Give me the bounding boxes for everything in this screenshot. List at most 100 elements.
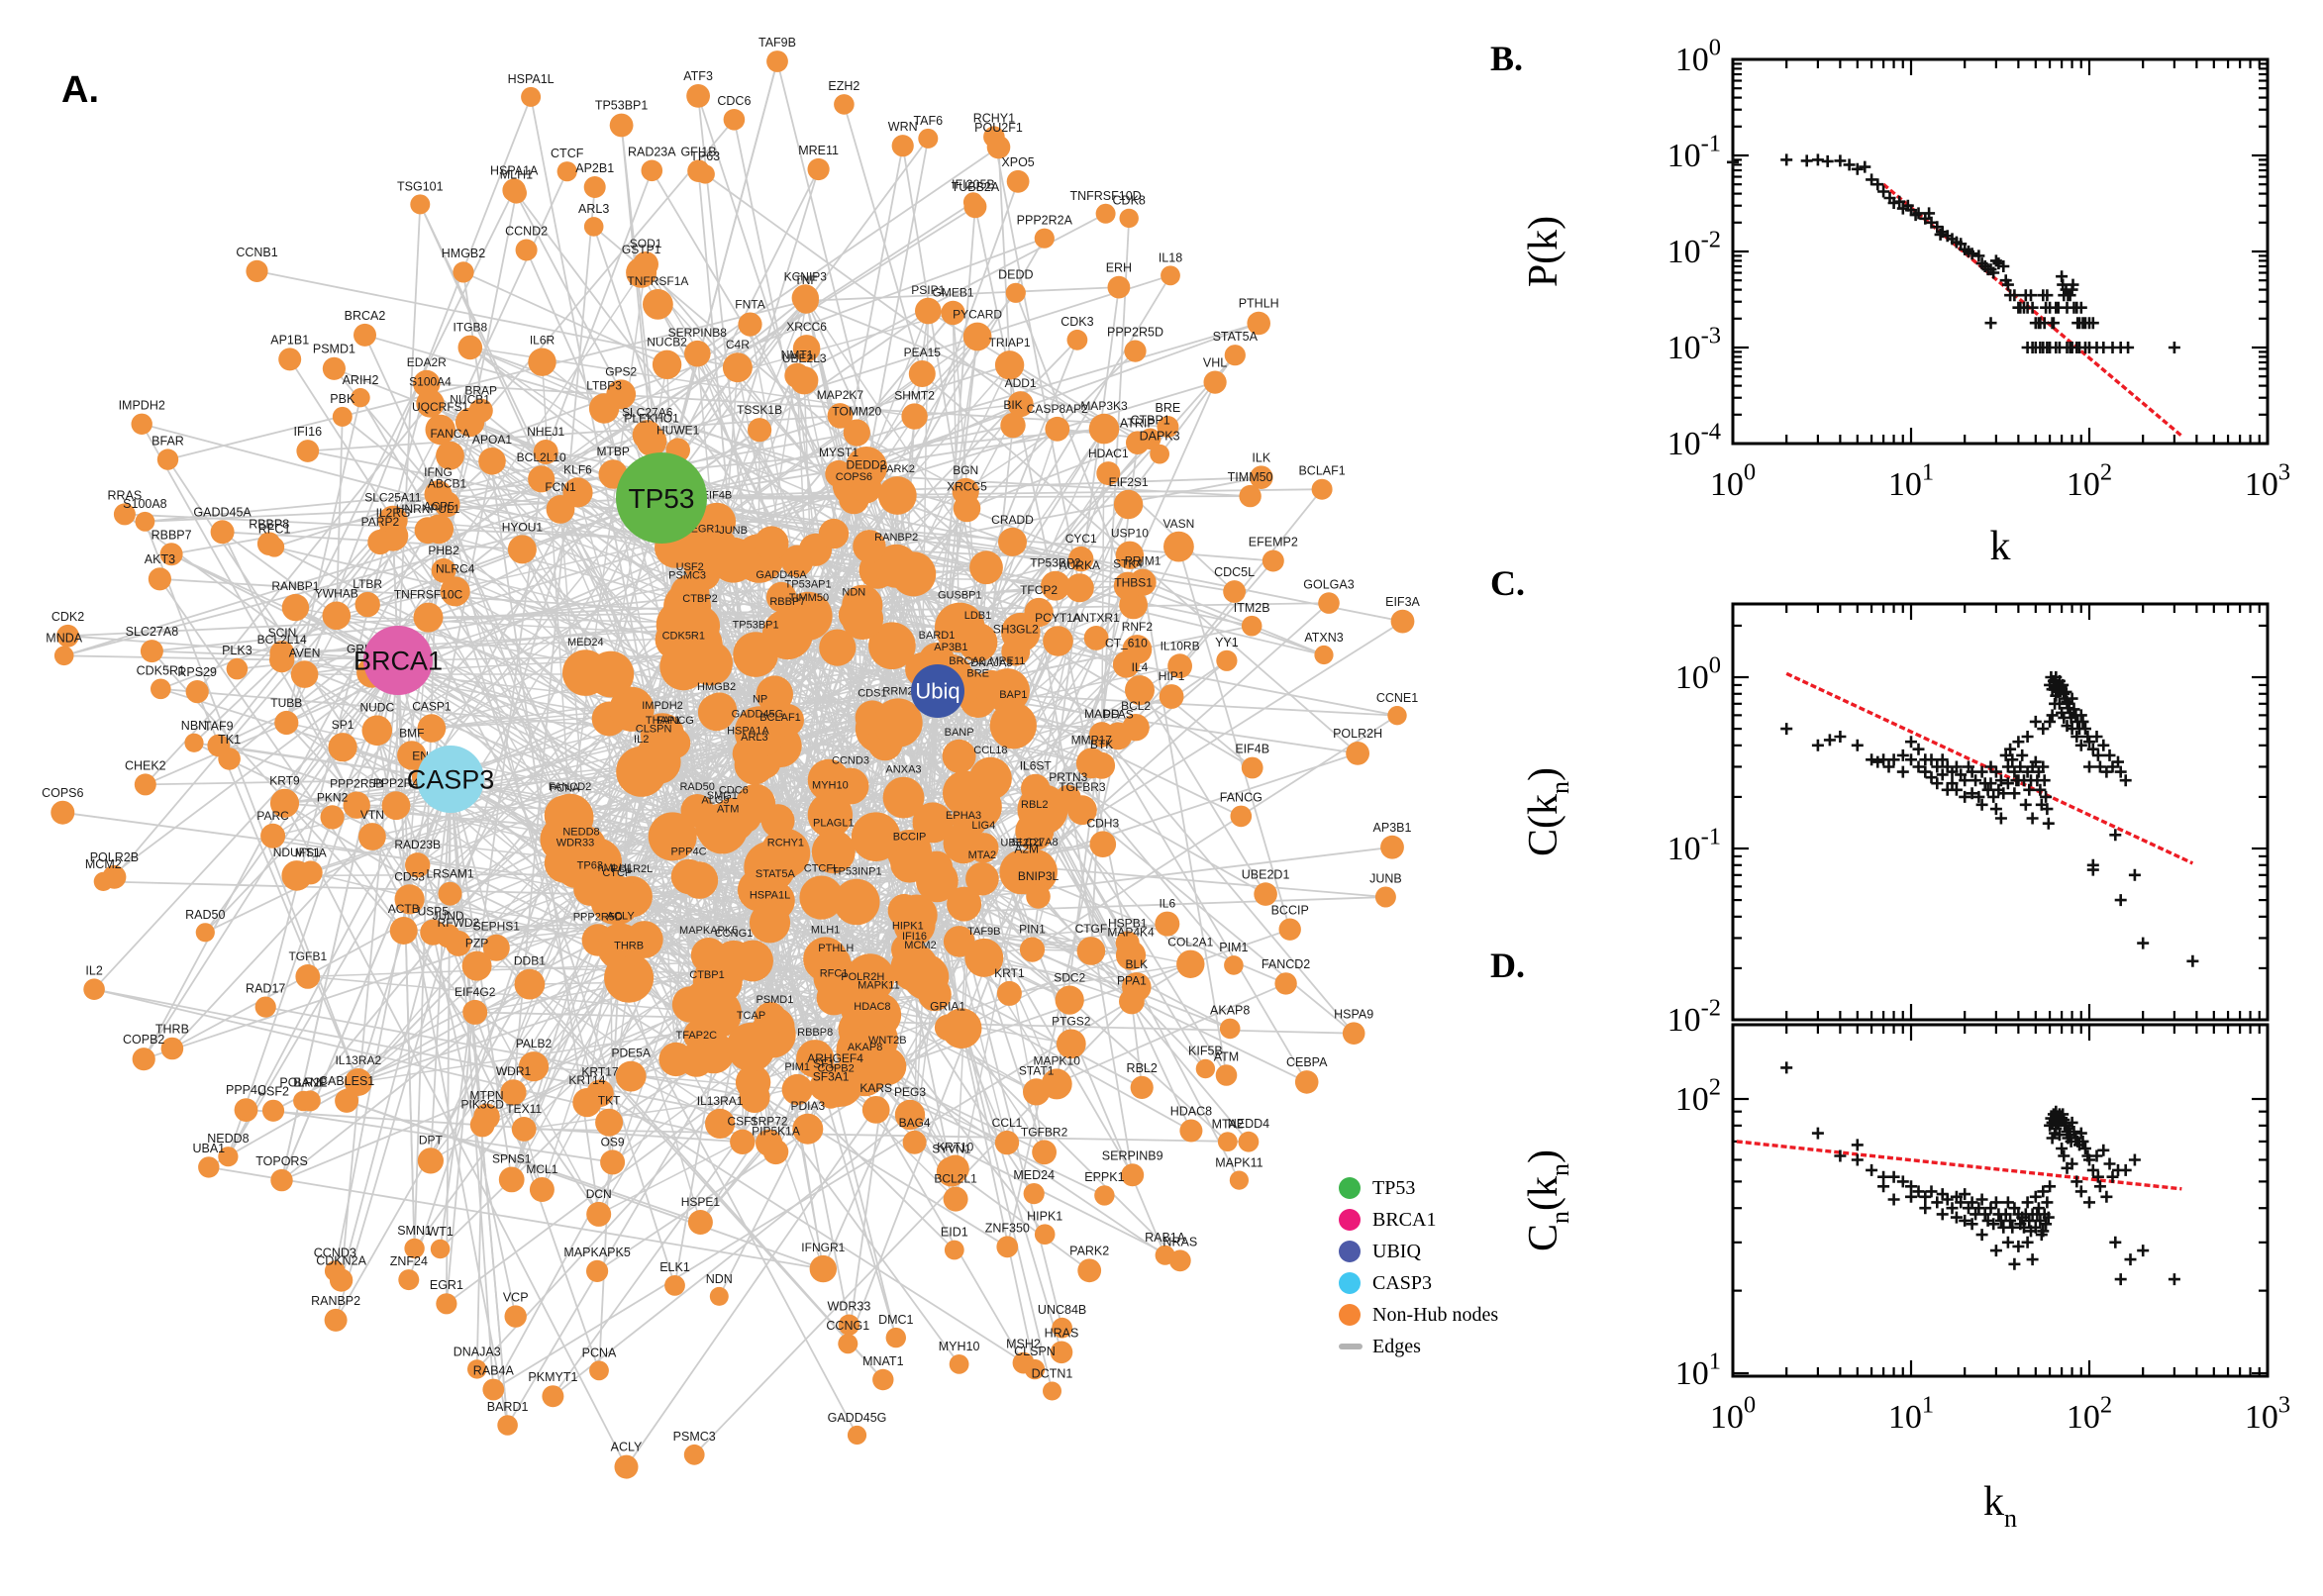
- network-node: [843, 419, 870, 447]
- network-node: [891, 551, 937, 597]
- tick-labels: 100 101 102 103 100 10-1 10-2 10-3 10-4: [1667, 35, 2291, 503]
- node-label: NDN: [842, 587, 865, 599]
- node-label: CTBP1: [1130, 414, 1169, 428]
- network-node: [691, 988, 743, 1039]
- network-node: [811, 830, 856, 874]
- legend-label: CASP3: [1372, 1271, 1433, 1294]
- plot-degree-distribution: 100 101 102 103 100 10-1 10-2 10-3 10-4 k P(k): [1521, 35, 2291, 569]
- network-edge: [280, 778, 452, 1181]
- network-node: [748, 418, 772, 443]
- network-node: [652, 349, 682, 379]
- node-label: FANCD2: [1262, 957, 1310, 971]
- node-label: TP53AP1: [785, 579, 832, 591]
- node-label: RBBP8: [797, 1027, 833, 1039]
- network-node: [1068, 546, 1094, 572]
- panel-c-label: C.: [1490, 563, 1525, 603]
- network-node: [936, 1156, 967, 1187]
- legend-item-casp3: CASP3: [1339, 1267, 1498, 1299]
- network-node: [498, 1166, 525, 1193]
- network-node: [851, 812, 901, 861]
- node-label: RBBP8: [249, 517, 289, 531]
- network-node: [131, 413, 152, 435]
- node-label: SH3GL2: [993, 623, 1039, 637]
- network-edge: [124, 513, 1081, 560]
- network-node: [887, 893, 921, 928]
- network-node: [799, 875, 844, 920]
- network-node: [609, 113, 634, 138]
- network-edge: [359, 397, 440, 530]
- network-node: [185, 680, 209, 704]
- legend: TP53 BRCA1 UBIQ CASP3 Non-Hub nodes Edges: [1339, 1172, 1498, 1362]
- network-node: [1094, 1185, 1115, 1206]
- network-node: [413, 369, 441, 398]
- network-edge: [1142, 582, 1228, 1076]
- node-label: PTHLH: [1239, 297, 1279, 311]
- network-node: [436, 441, 464, 470]
- node-label: CDK5R1: [662, 630, 705, 642]
- node-label: YY1: [1215, 636, 1239, 649]
- network-node: [754, 526, 789, 560]
- network-edge: [273, 546, 675, 641]
- tick-label: 10-2: [1667, 227, 1721, 270]
- network-node: [989, 702, 1037, 749]
- network-edge: [450, 778, 715, 1053]
- node-label: WRN: [888, 120, 918, 134]
- node-label: PPP2R4: [373, 776, 419, 790]
- node-label: CASP8AP2: [1027, 402, 1088, 416]
- network-edge: [335, 492, 579, 1321]
- network-edge: [340, 932, 435, 1281]
- network-node: [299, 1090, 321, 1112]
- node-label: FANCG: [1220, 791, 1262, 805]
- network-node: [290, 660, 319, 688]
- legend-label: TP53: [1372, 1176, 1416, 1199]
- plot-frame: [1731, 602, 2270, 1022]
- network-node: [820, 947, 852, 978]
- node-label: USP10: [1111, 527, 1149, 541]
- network-edge: [366, 323, 751, 606]
- network-node: [574, 838, 622, 886]
- network-edge: [93, 988, 744, 1144]
- network-edge: [439, 478, 543, 1249]
- network-node: [918, 128, 939, 149]
- axis-title: kn: [1983, 1479, 2017, 1533]
- network-node: [1157, 416, 1179, 438]
- network-node: [518, 1051, 550, 1082]
- network-node: [841, 597, 884, 641]
- node-label: HRAS: [1045, 1327, 1079, 1341]
- network-node: [678, 1043, 714, 1077]
- network-node: [738, 312, 762, 337]
- network-node: [1215, 1064, 1238, 1086]
- network-node: [792, 335, 821, 362]
- network-node: [529, 1177, 555, 1202]
- network-node: [1161, 265, 1180, 286]
- node-label: PLEKHO1: [624, 412, 679, 426]
- network-node: [1034, 228, 1055, 249]
- node-label: DCTN1: [1032, 1366, 1073, 1380]
- network-edge: [143, 659, 399, 1060]
- axis-ticks: [1731, 604, 2270, 1022]
- network-edge: [697, 95, 809, 1130]
- network-node: [1023, 1078, 1051, 1106]
- network-edge: [913, 292, 1017, 418]
- network-edge: [63, 497, 662, 657]
- network-node: [947, 886, 982, 922]
- network-edge: [603, 312, 954, 410]
- network-edge: [950, 354, 1236, 677]
- network-node: [1007, 391, 1034, 418]
- network-node: [1077, 1258, 1102, 1283]
- node-label: ACTB: [388, 902, 420, 916]
- network-edge: [462, 271, 667, 366]
- network-edge: [1032, 948, 1308, 1083]
- node-label: ACP5: [424, 500, 455, 514]
- node-label: MAPK11: [1215, 1155, 1262, 1169]
- network-node: [462, 999, 488, 1025]
- network-node: [511, 1117, 537, 1142]
- plot-frame: [1731, 1023, 2270, 1378]
- network-node: [683, 1444, 705, 1465]
- network-edge: [704, 173, 1059, 431]
- network-node: [1121, 1163, 1145, 1187]
- node-label: AURKA: [1060, 558, 1100, 572]
- network-node: [664, 1275, 685, 1296]
- network-node: [1119, 208, 1139, 229]
- hub-node-ubiq: [911, 664, 964, 718]
